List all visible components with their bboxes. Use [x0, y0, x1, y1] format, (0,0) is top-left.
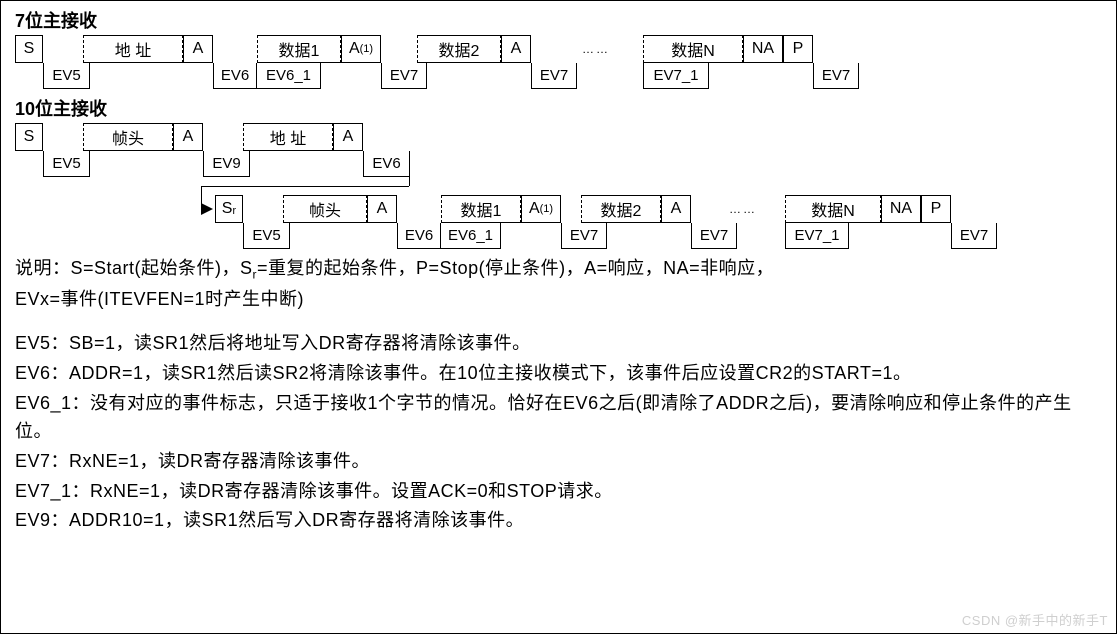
evt-ev7c: EV7: [813, 63, 859, 89]
dots: ……: [571, 35, 621, 63]
cell-a2: A: [501, 35, 531, 63]
dots10b: ……: [721, 195, 765, 223]
cell10-a2: A: [333, 123, 363, 151]
row10b-top: Sᵣ 帧头 A 数据1 A(1) 数据2 A …… 数据N NA P: [215, 195, 1102, 223]
cell-s: S: [15, 35, 43, 63]
evt-ev7_1: EV7_1: [643, 63, 709, 89]
cell-na: NA: [743, 35, 783, 63]
cell-data1: 数据1: [257, 35, 341, 63]
explanation-block: 说明：S=Start(起始条件)，Sr=重复的起始条件，P=Stop(停止条件)…: [15, 255, 1102, 535]
cell-addr: 地 址: [83, 35, 183, 63]
cell-a1sup: A(1): [341, 35, 381, 63]
cell10b-dataN: 数据N: [785, 195, 881, 223]
cell10b-a1sup: A(1): [521, 195, 561, 223]
evt10b-ev7_1: EV7_1: [785, 223, 849, 249]
exp-ev5: EV5：SB=1，读SR1然后将地址写入DR寄存器将清除该事件。: [15, 330, 1102, 358]
exp-ev7_1: EV7_1：RxNE=1，读DR寄存器清除该事件。设置ACK=0和STOP请求。: [15, 478, 1102, 506]
connector: [15, 177, 1102, 195]
cell10-header: 帧头: [83, 123, 173, 151]
row10b-evt: EV5 EV6 EV6_1 EV7 EV7 EV7_1 EV7: [215, 223, 1102, 249]
cell10-s: S: [15, 123, 43, 151]
evt10b-ev5: EV5: [243, 223, 290, 249]
cell10b-sr: Sᵣ: [215, 195, 243, 223]
arrowhead-icon: [201, 203, 213, 215]
evt10b-ev7b: EV7: [691, 223, 737, 249]
exp-ev9: EV9：ADDR10=1，读SR1然后写入DR寄存器将清除该事件。: [15, 507, 1102, 535]
exp-line1: 说明：S=Start(起始条件)，Sr=重复的起始条件，P=Stop(停止条件)…: [15, 255, 1102, 284]
evt-ev6_1: EV6_1: [257, 63, 321, 89]
row7-evt: EV5 EV6 EV6_1 EV7 EV7 EV7_1 EV7: [15, 63, 1102, 89]
exp-ev6_1: EV6_1：没有对应的事件标志，只适于接收1个字节的情况。恰好在EV6之后(即清…: [15, 390, 1102, 446]
exp-ev6: EV6：ADDR=1，读SR1然后读SR2将清除该事件。在10位主接收模式下，该…: [15, 360, 1102, 388]
cell10-a1: A: [173, 123, 203, 151]
cell-a1: A: [183, 35, 213, 63]
row10a-evt: EV5 EV9 EV6: [15, 151, 1102, 177]
cell10b-data1: 数据1: [441, 195, 521, 223]
cell10b-p: P: [921, 195, 951, 223]
evt-ev7a: EV7: [381, 63, 427, 89]
cell10b-a2: A: [661, 195, 691, 223]
watermark: CSDN @新手中的新手T: [962, 610, 1108, 629]
cell10b-a1: A: [367, 195, 397, 223]
evt10-ev5: EV5: [43, 151, 90, 177]
evt10-ev9: EV9: [203, 151, 250, 177]
evt10b-ev6_1: EV6_1: [441, 223, 501, 249]
cell10b-header: 帧头: [283, 195, 367, 223]
cell10-addr: 地 址: [243, 123, 333, 151]
evt10-ev6: EV6: [363, 151, 410, 177]
evt-ev5: EV5: [43, 63, 90, 89]
heading-7bit: 7位主接收: [15, 7, 1102, 33]
exp-line2: EVx=事件(ITEVFEN=1时产生中断): [15, 286, 1102, 314]
cell10b-data2: 数据2: [581, 195, 661, 223]
evt-ev6: EV6: [213, 63, 257, 89]
diagram-container: 7位主接收 S 地 址 A 数据1 A(1) 数据2 A …… 数据N NA P…: [0, 0, 1117, 634]
row10a-top: S 帧头 A 地 址 A: [15, 123, 1102, 151]
heading-10bit: 10位主接收: [15, 95, 1102, 121]
cell-dataN: 数据N: [643, 35, 743, 63]
cell-data2: 数据2: [417, 35, 501, 63]
row7-top: S 地 址 A 数据1 A(1) 数据2 A …… 数据N NA P: [15, 35, 1102, 63]
evt10b-ev7a: EV7: [561, 223, 607, 249]
cell10b-na: NA: [881, 195, 921, 223]
evt-ev7b: EV7: [531, 63, 577, 89]
evt10b-ev6: EV6: [397, 223, 441, 249]
cell-p: P: [783, 35, 813, 63]
exp-ev7: EV7：RxNE=1，读DR寄存器清除该事件。: [15, 448, 1102, 476]
evt10b-ev7c: EV7: [951, 223, 997, 249]
